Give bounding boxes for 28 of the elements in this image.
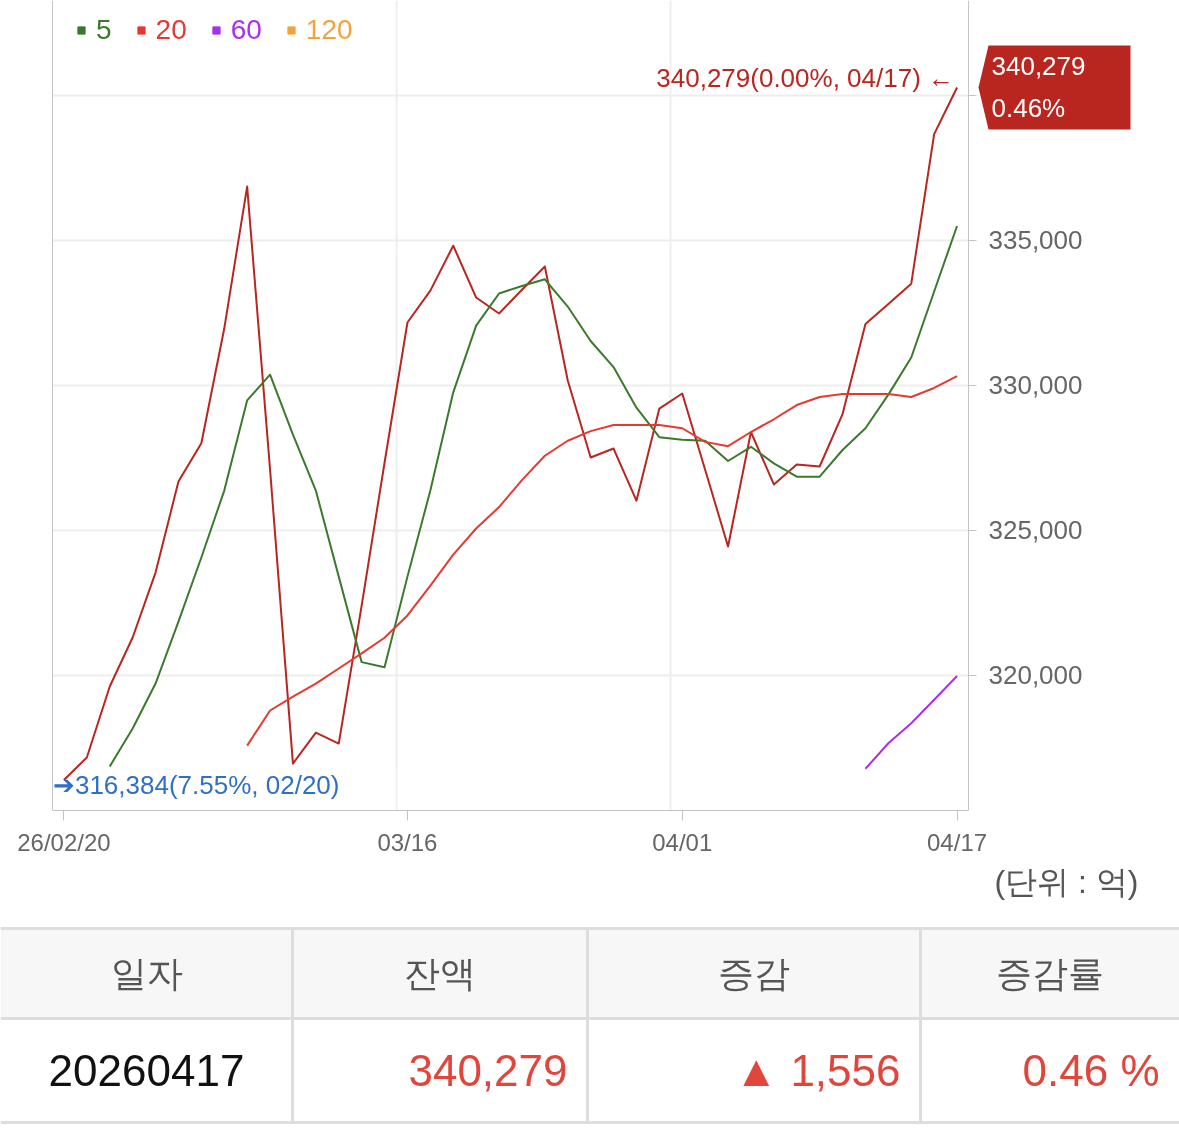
x-tick-label: 03/16 <box>377 828 438 856</box>
text: 20260417 <box>48 1046 245 1095</box>
text: ▲ 1,556 <box>734 1046 901 1095</box>
line-series <box>246 375 959 747</box>
legend-label: 60 <box>230 14 262 46</box>
line-series <box>864 675 959 770</box>
y-tick-label: 330,000 <box>988 370 1083 401</box>
category-label: 잔액 <box>404 953 476 994</box>
annotation: ➔316,384(7.55%, 02/20) <box>52 769 340 800</box>
text: 340,279 <box>991 51 1086 82</box>
line-series <box>108 224 959 768</box>
y-axis-title: (단위 : 억) <box>994 863 1139 900</box>
annotation: 340,279(0.00%, 04/17) ← <box>656 63 955 94</box>
text: 0.46 % <box>1022 1046 1160 1095</box>
y-tick-label: 335,000 <box>988 225 1083 256</box>
category-label: 증감 <box>718 953 790 994</box>
x-tick-label: 26/02/20 <box>17 828 111 856</box>
category-label: 증감률 <box>996 953 1104 994</box>
text: 0.46% <box>991 93 1066 124</box>
legend-label: 5 <box>96 14 113 46</box>
y-tick-label: 320,000 <box>988 660 1083 691</box>
legend-label: 120 <box>305 14 353 46</box>
text: 340,279 <box>408 1046 568 1095</box>
legend-label: 20 <box>155 14 187 46</box>
x-tick-label: 04/17 <box>927 828 988 856</box>
category-label: 일자 <box>110 953 183 994</box>
y-tick-label: 325,000 <box>988 515 1083 546</box>
x-tick-label: 04/01 <box>652 828 713 856</box>
